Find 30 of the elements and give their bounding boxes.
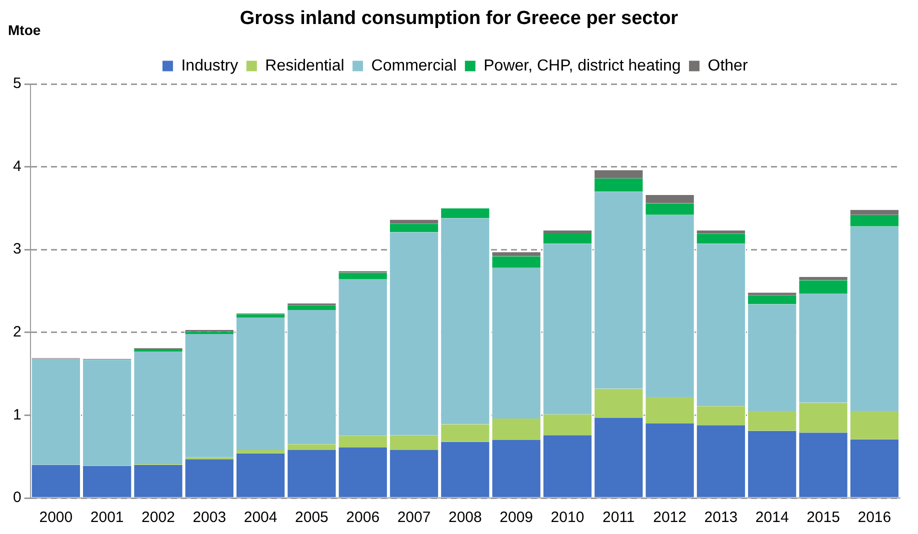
y-tick-label: 0 [13, 489, 22, 506]
x-tick-label: 2003 [192, 509, 226, 526]
x-tick-label: 2001 [90, 509, 124, 526]
x-tick-label: 2004 [244, 509, 278, 526]
x-tick-label: 2002 [142, 509, 175, 526]
y-tick-label: 2 [13, 324, 22, 341]
legend-label: Other [708, 57, 748, 74]
y-tick-label: 1 [13, 406, 22, 424]
x-tick-label: 2008 [448, 509, 482, 526]
x-tick-label: 2010 [550, 509, 584, 526]
x-tick-label: 2015 [806, 509, 840, 526]
legend-label: Power, CHP, district heating [484, 57, 681, 74]
y-axis-title: Mtoe [8, 22, 41, 38]
y-tick-label: 4 [13, 158, 22, 175]
legend-label: Industry [181, 57, 238, 74]
x-tick-label: 2007 [397, 509, 431, 526]
x-tick-label: 2000 [39, 509, 73, 526]
x-tick-label: 2014 [755, 509, 789, 526]
x-tick-label: 2005 [295, 509, 328, 526]
x-tick-label: 2012 [653, 509, 686, 526]
x-tick-label: 2006 [346, 509, 380, 526]
chart-title: Gross inland consumption for Greece per sector [240, 8, 678, 29]
x-tick-label: 2016 [858, 509, 892, 526]
x-tick-label: 2013 [704, 509, 738, 526]
legend-label: Residential [265, 57, 344, 74]
x-tick-label: 2011 [602, 509, 635, 526]
y-tick-label: 5 [13, 75, 22, 92]
x-tick-label: 2009 [500, 509, 534, 526]
legend-label: Commercial [371, 57, 457, 74]
y-tick-label: 3 [13, 240, 22, 258]
